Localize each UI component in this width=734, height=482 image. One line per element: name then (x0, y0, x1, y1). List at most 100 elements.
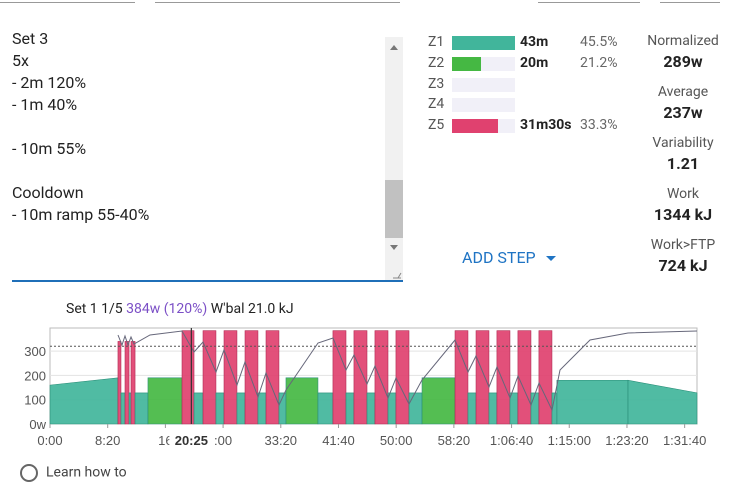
zone-percent: 21.2% (580, 54, 618, 71)
zone-time: 20m (520, 54, 549, 71)
zone-name: Z4 (428, 96, 445, 113)
zone-name: Z2 (428, 54, 445, 71)
add-step-button[interactable]: ADD STEP (462, 248, 558, 267)
zone-bar (452, 119, 499, 134)
segment (496, 330, 511, 425)
y-tick-label: 200 (24, 368, 46, 383)
scroll-thumb[interactable] (385, 180, 403, 238)
input-edge (155, 0, 400, 3)
segment (130, 341, 136, 425)
stat-value: 724 kJ (658, 256, 708, 275)
stat-label: Work (666, 186, 700, 202)
segment (257, 392, 267, 425)
x-tick-label: 0:00 (37, 433, 62, 448)
segment (345, 392, 355, 425)
segment (117, 341, 122, 425)
zone-bar-bg (452, 56, 515, 71)
segment (353, 330, 368, 425)
segment (285, 377, 319, 425)
x-tick-label: 1:23:20 (605, 433, 648, 448)
x-tick-label: 1:06:40 (490, 433, 533, 448)
stat-label: Average (657, 84, 709, 100)
x-tick-label: 1:15:00 (548, 433, 591, 448)
stat-value: 289w (663, 52, 703, 71)
segment (627, 379, 698, 425)
dropdown-caret (545, 256, 556, 261)
segment (538, 330, 553, 425)
text-line: - 2m 120% (12, 73, 87, 92)
stat-value: 237w (663, 103, 703, 122)
segment (193, 392, 204, 425)
footer-text: Learn how to (46, 464, 127, 481)
footer-link[interactable]: Learn how to (20, 464, 127, 482)
zone-bar (452, 36, 515, 50)
x-tick-label: 50:00 (380, 433, 413, 448)
text-line: - 10m ramp 55-40% (12, 205, 150, 224)
segment (467, 392, 477, 425)
segment (317, 392, 334, 425)
segment (475, 330, 490, 425)
caption-power: 384w (120%) (126, 301, 208, 317)
zone-percent: 45.5% (580, 34, 618, 50)
scroll-arrows (390, 45, 402, 279)
segment (509, 392, 519, 425)
cursor-label: 20:25 (175, 433, 208, 448)
stat-value: 1344 kJ (653, 205, 713, 224)
x-tick-label: 16 (158, 433, 172, 448)
segment (265, 330, 280, 425)
x-tick-label: :00 (214, 433, 232, 448)
cursor-label-bg (169, 432, 214, 449)
stat-value: 1.21 (666, 154, 700, 173)
caption-wbal: W'bal 21.0 kJ (210, 301, 294, 317)
segment (332, 330, 347, 425)
segment (202, 330, 217, 425)
segment (387, 392, 397, 425)
segment (124, 341, 130, 425)
zone-bar-bg (452, 98, 515, 113)
segment (215, 392, 225, 425)
segment (454, 330, 469, 425)
stat-label: Variability (652, 135, 714, 151)
segment (530, 392, 540, 425)
y-tick-label: 0w (29, 417, 46, 432)
add-step-label: ADD STEP (462, 248, 536, 267)
stat-label: Work>FTP (650, 237, 716, 253)
input-edge (660, 0, 720, 3)
input-edge (0, 0, 135, 3)
text-line: 5x (12, 51, 29, 70)
y-tick-label: 300 (24, 344, 46, 359)
zone-time: 31m30s (520, 117, 572, 134)
zone-percent: 33.3% (580, 117, 618, 134)
segment (236, 392, 246, 425)
segment (147, 377, 183, 425)
input-edge (538, 0, 640, 3)
segment (421, 377, 456, 425)
zone-bar-bg (452, 36, 515, 50)
workout-textarea[interactable]: Set 3 5x - 2m 120% - 1m 40% - 10m 55% Cooldow… (12, 30, 403, 282)
x-tick-label: 8:20 (95, 433, 120, 448)
segment (395, 330, 410, 425)
zone-name: Z3 (428, 75, 445, 92)
segment (120, 392, 126, 425)
segment (488, 392, 498, 425)
zone-bar (452, 56, 482, 71)
zone-time: 43m (520, 34, 549, 50)
segment (49, 377, 119, 425)
segment (556, 379, 629, 425)
y-tick-label: 100 (24, 393, 46, 408)
text-lines: Set 3 5x - 2m 120% - 1m 40% - 10m 55% Cooldow… (12, 30, 149, 226)
scrollbar[interactable] (385, 37, 403, 280)
x-tick-label: 41:40 (322, 433, 355, 448)
x-tick-label: 58:20 (438, 433, 471, 448)
chart-caption: Set 1 1/5 384w (120%) W'bal 21.0 kJ (66, 301, 294, 317)
zone-bar-bg (452, 77, 515, 92)
wbal-curve (117, 330, 698, 412)
segment (223, 330, 238, 425)
segment (181, 330, 195, 425)
text-line: Cooldown (12, 183, 84, 202)
text-line: - 1m 40% (12, 95, 78, 114)
text-line: - 10m 55% (12, 139, 87, 158)
zone-bar-bg (452, 119, 515, 134)
